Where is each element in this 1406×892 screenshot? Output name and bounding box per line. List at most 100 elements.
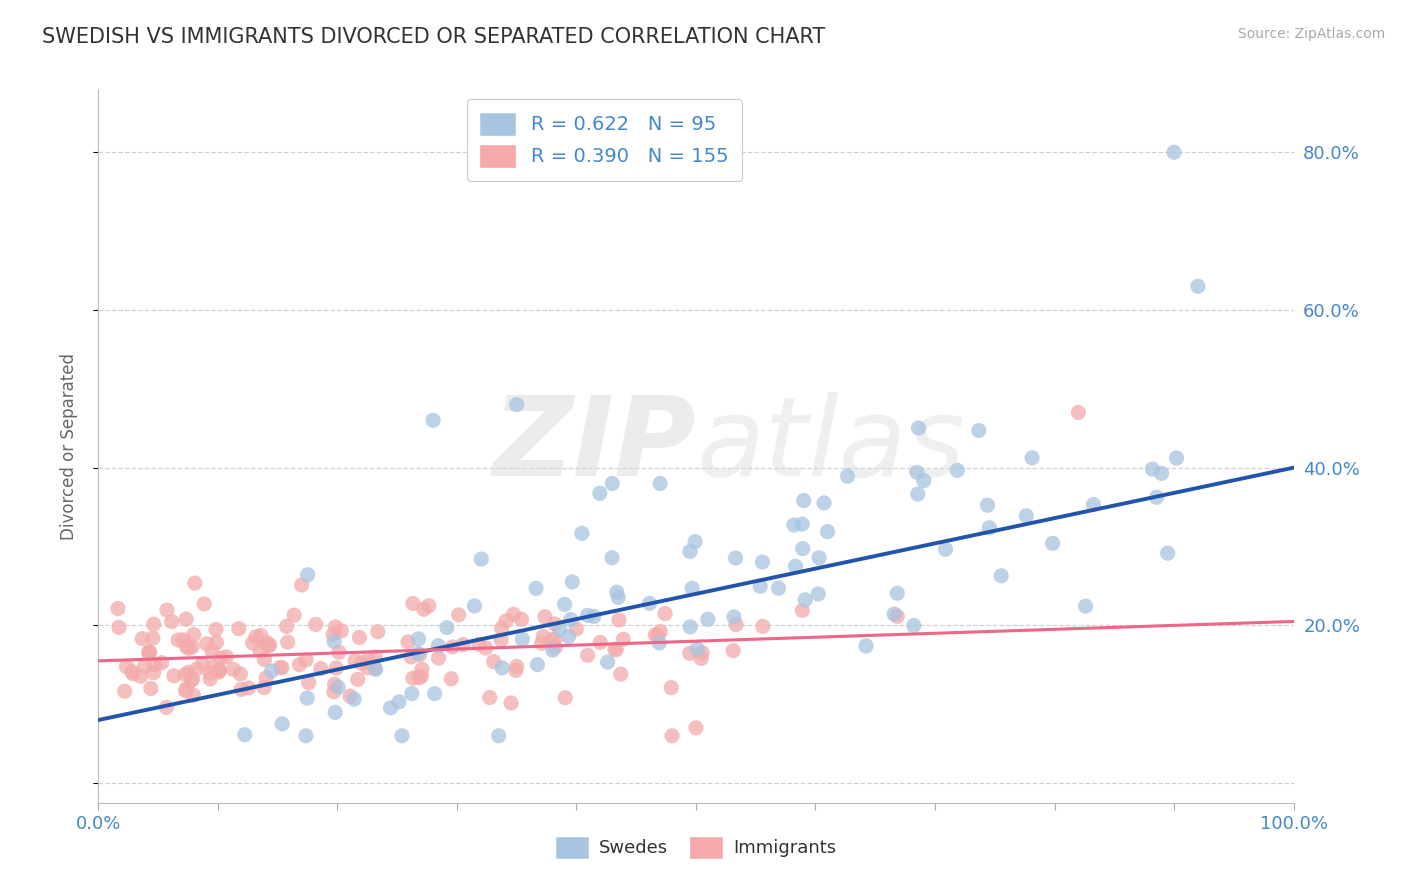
Point — [325, 620, 347, 634]
Point — [976, 498, 998, 512]
Point — [350, 657, 373, 671]
Point — [1074, 599, 1097, 614]
Point — [690, 651, 713, 665]
Point — [172, 632, 194, 647]
Point — [1163, 145, 1185, 160]
Point — [488, 729, 510, 743]
Point — [256, 638, 278, 652]
Point — [510, 612, 533, 626]
Point — [364, 662, 387, 676]
Point — [723, 610, 745, 624]
Point — [391, 729, 413, 743]
Point — [679, 620, 702, 634]
Point — [526, 657, 548, 672]
Point — [201, 644, 224, 658]
Point — [612, 632, 634, 647]
Point — [346, 673, 368, 687]
Point — [436, 621, 458, 635]
Point — [339, 689, 361, 703]
Point — [440, 672, 463, 686]
Point — [544, 640, 567, 654]
Y-axis label: Divorced or Separated: Divorced or Separated — [59, 352, 77, 540]
Point — [903, 618, 925, 632]
Point — [160, 615, 183, 629]
Point — [291, 578, 314, 592]
Point — [401, 686, 423, 700]
Point — [142, 665, 165, 680]
Point — [721, 643, 744, 657]
Point — [531, 629, 554, 643]
Point — [561, 574, 583, 589]
Point — [323, 706, 346, 720]
Point — [474, 640, 496, 655]
Point — [934, 542, 956, 557]
Text: atlas: atlas — [696, 392, 965, 500]
Point — [177, 665, 200, 680]
Point — [388, 695, 411, 709]
Point — [679, 646, 702, 660]
Point — [167, 632, 190, 647]
Point — [1015, 508, 1038, 523]
Point — [228, 622, 250, 636]
Point — [259, 638, 281, 652]
Point — [364, 650, 387, 665]
Point — [468, 637, 491, 651]
Point — [139, 681, 162, 696]
Point — [1187, 279, 1209, 293]
Point — [186, 662, 208, 676]
Point — [817, 524, 839, 539]
Point — [685, 721, 707, 735]
Point — [505, 664, 527, 678]
Point — [638, 596, 661, 610]
Point — [582, 609, 605, 624]
Point — [409, 648, 432, 662]
Point — [364, 661, 387, 675]
Point — [207, 665, 229, 680]
Point — [554, 598, 576, 612]
Point — [557, 630, 579, 644]
Point — [269, 660, 291, 674]
Point — [242, 636, 264, 650]
Point — [725, 617, 748, 632]
Point — [603, 642, 626, 657]
Point — [422, 413, 444, 427]
Point — [602, 476, 624, 491]
Point — [121, 665, 143, 679]
Text: Source: ZipAtlas.com: Source: ZipAtlas.com — [1237, 27, 1385, 41]
Point — [1166, 450, 1188, 465]
Point — [406, 647, 429, 661]
Point — [176, 640, 198, 654]
Point — [451, 638, 474, 652]
Point — [249, 644, 271, 658]
Point — [191, 657, 214, 672]
Point — [607, 591, 630, 605]
Point — [794, 592, 817, 607]
Legend: Swedes, Immigrants: Swedes, Immigrants — [548, 830, 844, 865]
Point — [696, 612, 718, 626]
Point — [323, 677, 346, 691]
Point — [208, 663, 231, 677]
Point — [249, 628, 271, 642]
Point — [399, 649, 422, 664]
Point — [752, 619, 775, 633]
Point — [661, 729, 683, 743]
Point — [548, 622, 571, 636]
Point — [654, 607, 676, 621]
Point — [176, 681, 198, 696]
Point — [260, 664, 283, 678]
Point — [181, 672, 204, 686]
Point — [609, 667, 631, 681]
Point — [792, 517, 814, 532]
Point — [201, 659, 224, 673]
Point — [499, 696, 522, 710]
Point — [589, 486, 612, 500]
Point — [686, 641, 709, 656]
Point — [886, 586, 908, 600]
Point — [768, 581, 790, 595]
Point — [1142, 462, 1164, 476]
Point — [946, 463, 969, 477]
Point — [554, 690, 576, 705]
Point — [505, 659, 527, 673]
Point — [143, 657, 166, 672]
Point — [402, 671, 425, 685]
